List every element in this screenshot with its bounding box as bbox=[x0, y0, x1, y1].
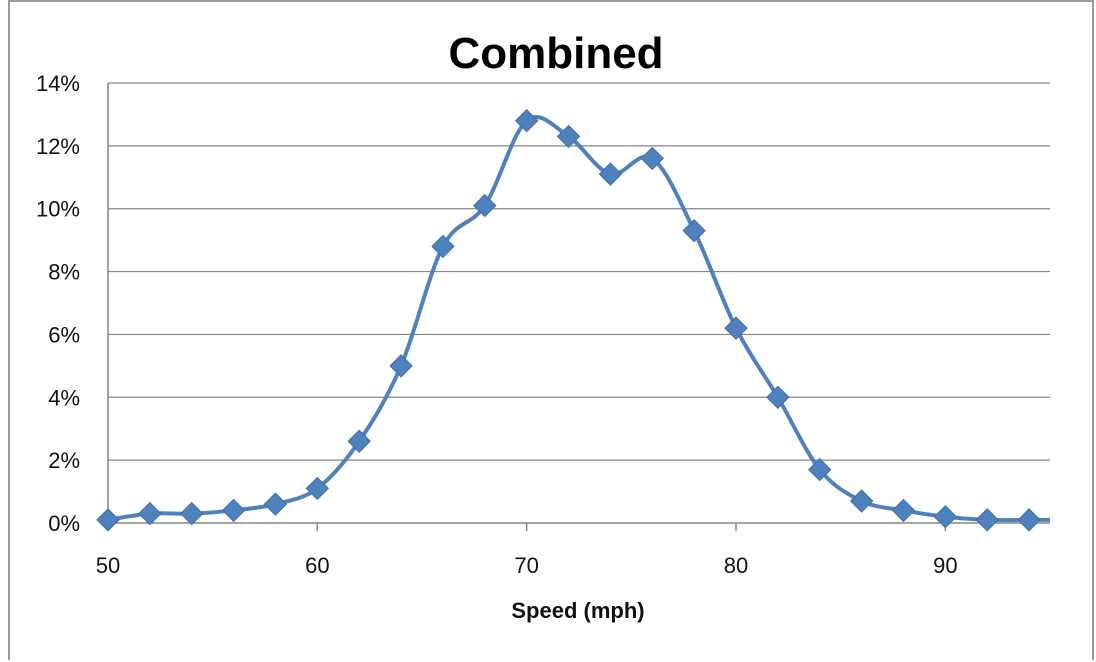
data-point-70 bbox=[514, 109, 539, 133]
data-point-84 bbox=[808, 457, 832, 482]
data-point-60 bbox=[305, 476, 330, 501]
y-axis-ticks: 0% 2% 4% 6% 8% 10% 12% 14% bbox=[36, 71, 80, 536]
y-tick-label: 4% bbox=[48, 385, 80, 410]
chart-frame bbox=[8, 0, 1094, 660]
y-tick-label: 12% bbox=[36, 134, 80, 159]
data-point-64 bbox=[389, 354, 413, 378]
x-tick-label: 90 bbox=[933, 553, 957, 578]
data-point-66 bbox=[431, 234, 455, 259]
data-point-92 bbox=[975, 508, 999, 532]
data-point-94 bbox=[1017, 508, 1041, 532]
data-point-68 bbox=[473, 193, 497, 218]
x-tick-label: 50 bbox=[96, 553, 120, 578]
chart-title: Combined bbox=[448, 29, 663, 78]
data-point-80 bbox=[724, 316, 748, 340]
data-point-86 bbox=[849, 489, 874, 513]
y-tick-label: 10% bbox=[36, 197, 80, 222]
data-point-76 bbox=[640, 146, 664, 171]
data-point-50 bbox=[96, 508, 120, 532]
data-point-56 bbox=[221, 498, 246, 523]
data-point-90 bbox=[933, 505, 958, 529]
data-point-78 bbox=[682, 219, 706, 243]
series-markers bbox=[96, 109, 1041, 532]
data-point-62 bbox=[347, 429, 371, 453]
data-point-88 bbox=[891, 498, 916, 523]
x-tick-label: 70 bbox=[514, 553, 538, 578]
y-tick-label: 0% bbox=[48, 511, 80, 536]
data-point-58 bbox=[263, 492, 288, 516]
x-axis-ticks: 50 60 70 80 90 bbox=[96, 523, 958, 578]
data-point-72 bbox=[556, 124, 581, 149]
gridlines bbox=[108, 82, 1050, 461]
x-tick-label: 80 bbox=[724, 553, 748, 578]
y-tick-label: 2% bbox=[48, 448, 80, 473]
y-tick-label: 8% bbox=[48, 260, 80, 285]
x-tick-label: 60 bbox=[305, 553, 329, 578]
data-point-82 bbox=[766, 385, 790, 409]
data-point-74 bbox=[598, 162, 623, 186]
x-axis-label: Speed (mph) bbox=[511, 598, 644, 623]
y-tick-label: 6% bbox=[48, 322, 80, 347]
y-tick-label: 14% bbox=[36, 71, 80, 96]
data-point-52 bbox=[138, 501, 162, 526]
data-point-54 bbox=[180, 501, 204, 526]
